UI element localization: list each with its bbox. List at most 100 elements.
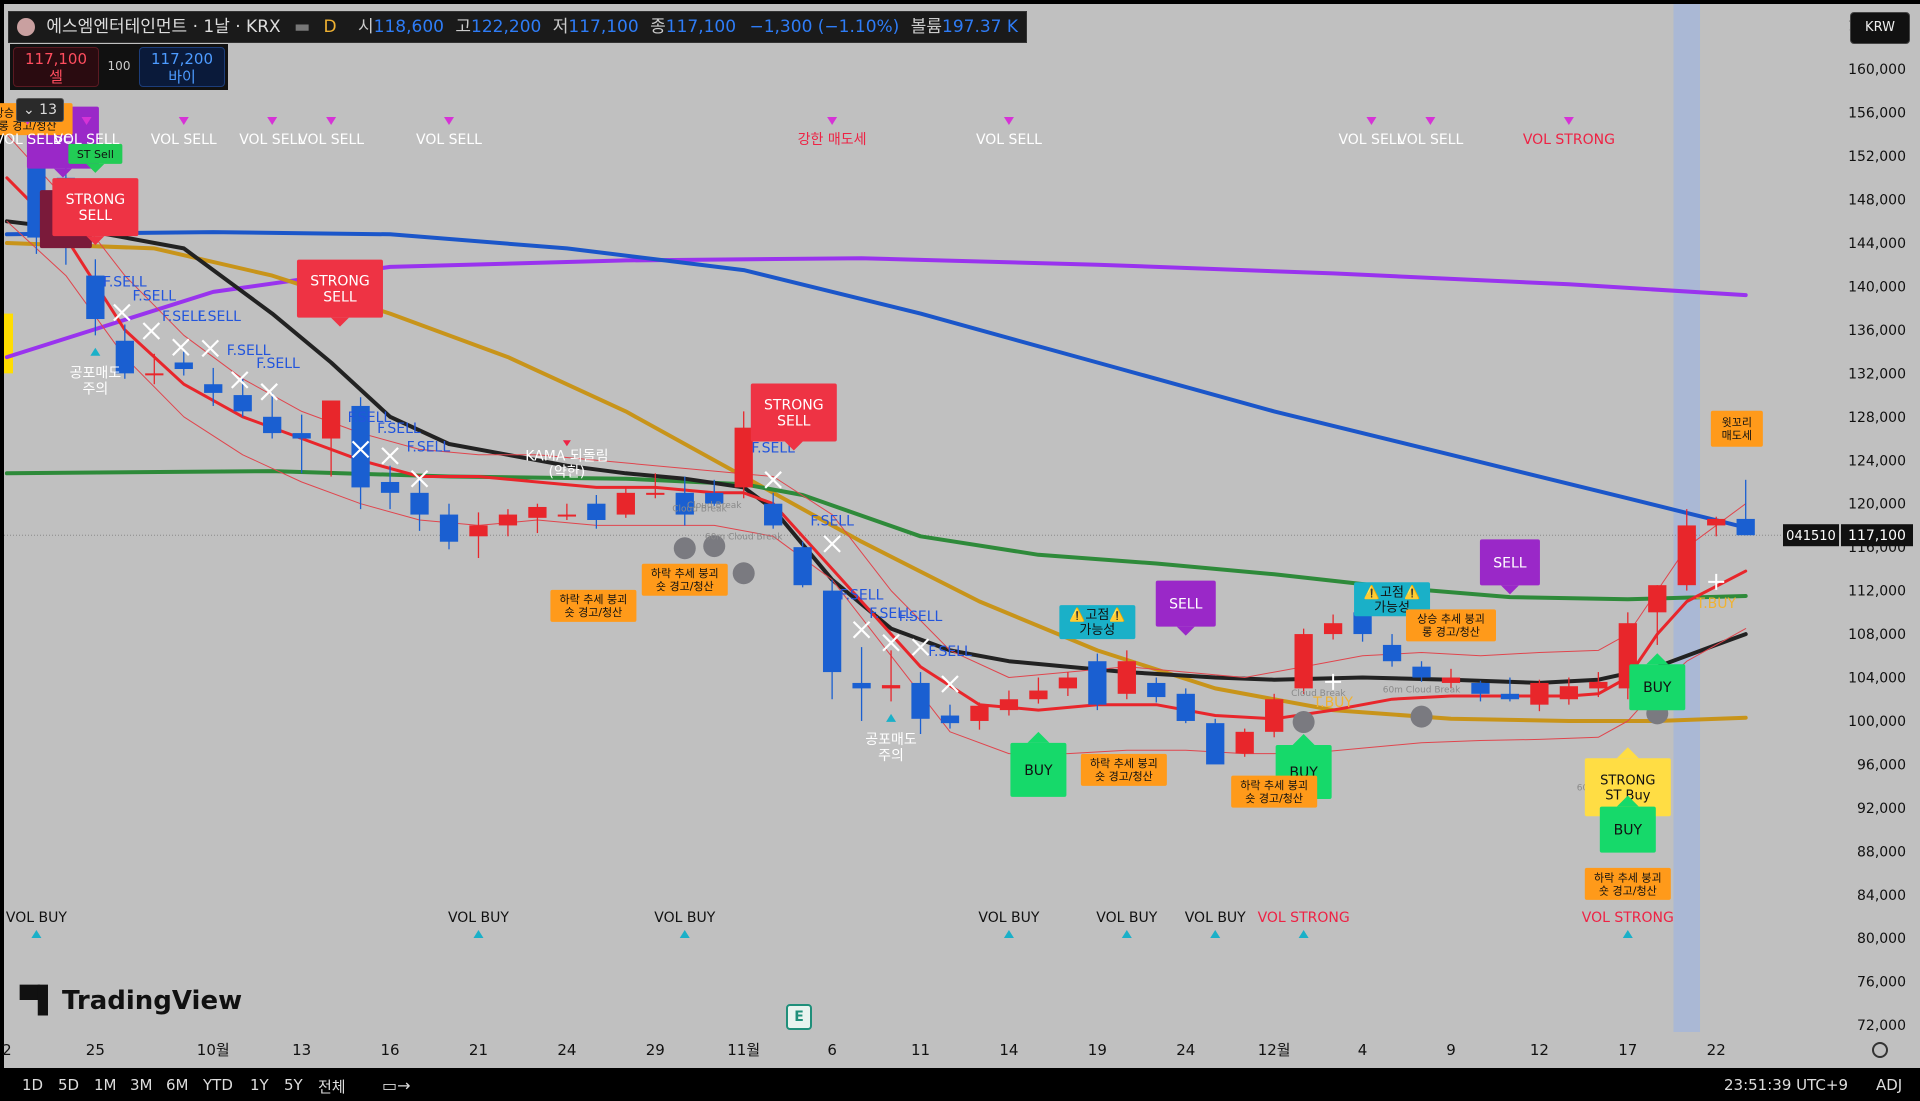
chart-settings-gear-icon[interactable] (1872, 1042, 1888, 1058)
range-6m-button[interactable]: 6M (166, 1076, 189, 1094)
candle-body-40[interactable] (1206, 723, 1225, 765)
symbol-title[interactable]: 에스엠엔터테인먼트 · 1날 · KRX (46, 17, 281, 37)
candle-body-36[interactable] (1088, 661, 1107, 705)
candle-body-37[interactable] (1117, 661, 1136, 694)
candle-body-33[interactable] (999, 699, 1019, 711)
candle-body-18[interactable] (557, 514, 577, 517)
candle-body-56[interactable] (1677, 525, 1696, 586)
candle-body-8[interactable] (263, 416, 282, 434)
candle-body-52[interactable] (1559, 686, 1579, 700)
signal-box-4[interactable]: ST Sell (68, 143, 123, 173)
candle-body-3[interactable] (115, 340, 134, 374)
adj-toggle[interactable]: ADJ (1876, 1076, 1903, 1094)
candle-body-5[interactable] (174, 362, 193, 370)
signal-box-14[interactable]: BUY (1010, 731, 1067, 797)
candle-body-16[interactable] (498, 514, 518, 526)
candle-body-35[interactable] (1058, 677, 1078, 689)
candle-body-11[interactable] (351, 405, 370, 488)
candle-body-6[interactable] (204, 384, 223, 393)
buy-button[interactable]: 117,200 바이 (139, 47, 225, 87)
candle-body-14[interactable] (439, 514, 459, 542)
candle-body-27[interactable] (822, 590, 842, 673)
candle-body-42[interactable] (1265, 699, 1284, 732)
candle-body-46[interactable] (1382, 644, 1402, 662)
range-1m-button[interactable]: 1M (94, 1076, 117, 1094)
range-1d-button[interactable]: 1D (22, 1076, 44, 1094)
candle-body-13[interactable] (410, 492, 429, 515)
date-range-icon[interactable]: ▭→ (382, 1076, 411, 1095)
candle-body-39[interactable] (1176, 693, 1195, 721)
signal-box-7[interactable]: 하락 추세 붕괴숏 경고/청산 (550, 589, 637, 622)
range-all-button[interactable]: 전체 (318, 1078, 346, 1096)
candle-body-31[interactable] (940, 715, 960, 724)
candle-body-43[interactable] (1294, 634, 1313, 689)
candle-body-15[interactable] (469, 525, 488, 537)
candle-body-7[interactable] (233, 395, 252, 412)
candle-body-38[interactable] (1147, 682, 1166, 698)
sell-button[interactable]: 117,100 셀 (13, 47, 99, 87)
candle-body-12[interactable] (380, 481, 400, 493)
candle-body-2[interactable] (86, 275, 105, 320)
currency-button[interactable]: KRW (1850, 12, 1910, 44)
candle-body-26[interactable] (793, 547, 812, 586)
range-3m-button[interactable]: 3M (130, 1076, 153, 1094)
candle-body-58[interactable] (1736, 518, 1755, 536)
top-signal-label-5: VOL SELL (416, 132, 482, 148)
candle-body-32[interactable] (970, 705, 989, 721)
signal-box-19[interactable]: BUY (1629, 653, 1686, 711)
candle-body-28[interactable] (852, 682, 871, 689)
candle-body-53[interactable] (1589, 681, 1608, 689)
candle-body-20[interactable] (616, 492, 635, 515)
candle-body-29[interactable] (881, 685, 901, 689)
candle-body-45[interactable] (1353, 612, 1372, 635)
signal-box-10[interactable]: SELL (1155, 580, 1216, 636)
range-5y-button[interactable]: 5Y (284, 1076, 303, 1094)
candle-body-17[interactable] (528, 506, 547, 518)
candle-body-48[interactable] (1441, 677, 1461, 683)
candle-body-49[interactable] (1471, 682, 1490, 694)
top-signal-label-2: VOL SELL (151, 132, 217, 148)
candle-body-30[interactable] (911, 682, 930, 719)
indicators-toggle-button[interactable]: ⌄ 13 (16, 98, 64, 122)
range-1y-button[interactable]: 1Y (250, 1076, 269, 1094)
candle-body-23[interactable] (705, 492, 724, 504)
signal-box-11[interactable]: ⚠️고점⚠️가능성 (1354, 582, 1431, 617)
signal-box-20[interactable]: BUY (1599, 795, 1656, 853)
candle-body-25[interactable] (764, 503, 783, 526)
candle-body-19[interactable] (587, 503, 606, 520)
signal-box-15[interactable]: 하락 추세 붕괴숏 경고/청산 (1080, 753, 1167, 786)
candle-body-9[interactable] (292, 433, 311, 439)
candle-body-57[interactable] (1707, 518, 1726, 526)
candle-body-24[interactable] (734, 427, 753, 488)
candle-body-51[interactable] (1530, 682, 1549, 705)
candle-body-34[interactable] (1029, 690, 1048, 700)
candle-body-22[interactable] (675, 492, 694, 515)
bottom-signal-marker-icon-2 (679, 930, 690, 938)
signal-box-9[interactable]: ⚠️고점⚠️가능성 (1059, 605, 1136, 640)
candle-body-55[interactable] (1648, 585, 1667, 613)
signal-box-13[interactable]: SELL (1479, 539, 1540, 595)
signal-box-8[interactable]: 하락 추세 붕괴숏 경고/청산 (641, 563, 728, 596)
candle-body-41[interactable] (1235, 731, 1254, 754)
quantity-field[interactable]: 100 (107, 59, 131, 73)
candle-body-50[interactable] (1500, 693, 1520, 700)
candle-body-4[interactable] (145, 373, 164, 376)
range-5d-button[interactable]: 5D (58, 1076, 80, 1094)
range-ytd-button[interactable]: YTD (203, 1076, 233, 1094)
signal-box-12[interactable]: 상승 추세 붕괴롱 경고/청산 (1405, 609, 1496, 642)
signal-box-21[interactable]: 하락 추세 붕괴숏 경고/청산 (1584, 867, 1671, 900)
candle-body-10[interactable] (321, 400, 341, 439)
collapse-dash-icon[interactable]: ▬ (294, 17, 311, 37)
candle-body-21[interactable] (646, 492, 665, 495)
candle-body-47[interactable] (1412, 666, 1431, 678)
signal-box-17[interactable]: 하락 추세 붕괴숏 경고/청산 (1231, 775, 1318, 808)
candle-body-44[interactable] (1323, 623, 1343, 635)
clock-display[interactable]: 23:51:39 UTC+9 (1724, 1076, 1848, 1094)
earnings-marker-icon[interactable]: E (786, 1004, 812, 1030)
